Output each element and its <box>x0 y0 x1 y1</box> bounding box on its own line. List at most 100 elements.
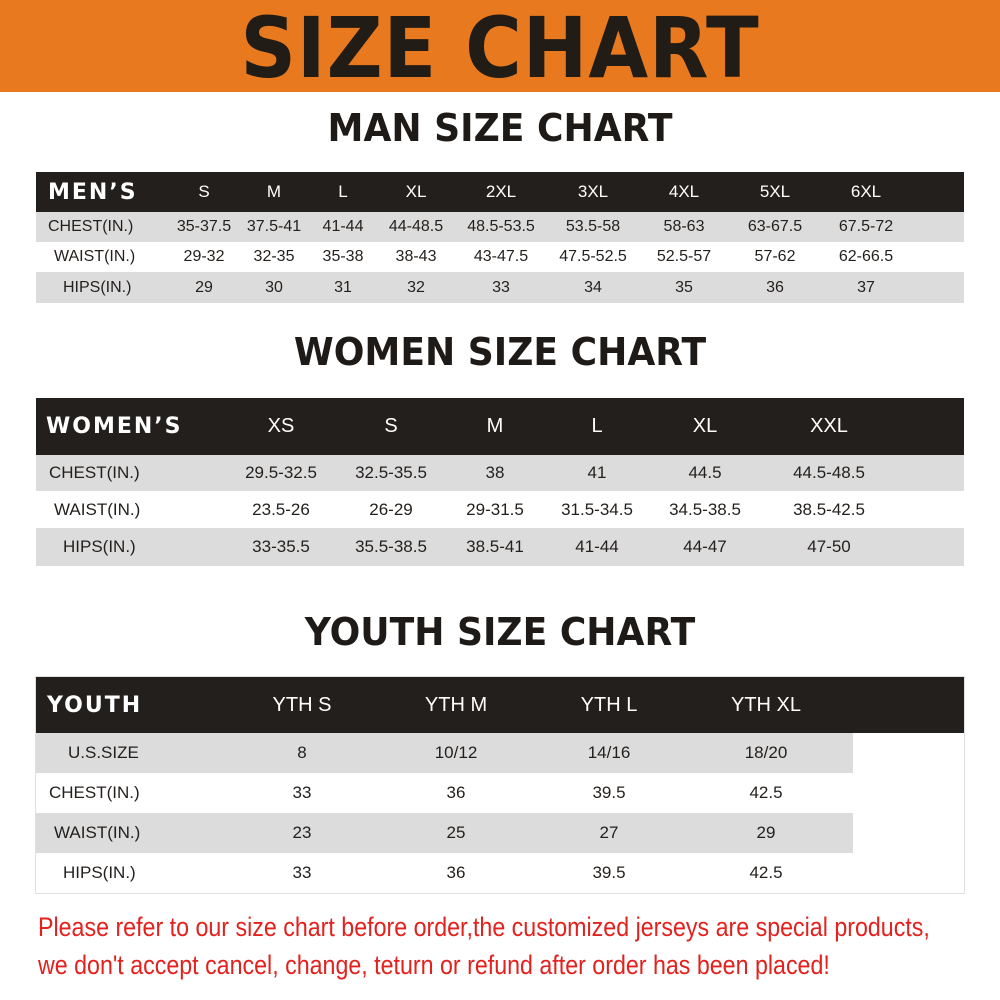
men-size-table: MEN’S S M L XL 2XL 3XL 4XL 5XL 6XL CHEST(IN.) 35-37… <box>36 172 964 303</box>
men-size-header: 3XL <box>577 182 609 201</box>
youth-size-header: YTH XL <box>730 693 802 716</box>
women-cell-value: 38 <box>485 463 505 482</box>
youth-table-row: U.S.SIZE 8 10/12 14/16 18/20 <box>36 733 964 773</box>
women-header-row: WOMEN’S XS S M L XL XXL <box>36 398 964 455</box>
women-cell-value: 29-31.5 <box>466 499 524 519</box>
men-section-title: MAN SIZE CHART <box>327 106 673 150</box>
youth-cell-value: 42.5 <box>749 863 783 882</box>
women-size-table: WOMEN’S XS S M L XL XXL CHEST(IN.) 29.5-32.5 32.5… <box>36 398 964 566</box>
men-table-row: HIPS(IN.) 29 30 31 32 33 34 35 36 37 <box>36 272 964 303</box>
women-cell-value: 26-29 <box>369 499 413 519</box>
men-table-row: WAIST(IN.) 29-32 32-35 35-38 38-43 43-47.5 47.… <box>36 242 964 272</box>
banner-title: SIZE CHART <box>240 0 760 97</box>
men-size-header: 5XL <box>759 182 791 201</box>
women-size-header: XXL <box>810 415 848 437</box>
women-cell-value: 35.5-38.5 <box>355 537 427 556</box>
men-cell-value: 47.5-52.5 <box>559 248 627 265</box>
women-row-background <box>36 455 964 491</box>
women-table-row: HIPS(IN.) 33-35.5 35.5-38.5 38.5-41 41-44 44-… <box>36 528 964 566</box>
women-size-header: XS <box>267 415 295 437</box>
youth-cell-value: 23 <box>292 823 312 842</box>
women-table-row: CHEST(IN.) 29.5-32.5 32.5-35.5 38 41 44.5 44.5… <box>36 455 964 491</box>
women-header-label: WOMEN’S <box>46 414 183 439</box>
women-cell-value: 41 <box>587 463 607 482</box>
men-cell-value: 41-44 <box>322 218 364 235</box>
youth-cell-value: 27 <box>599 823 619 842</box>
youth-cell-value: 25 <box>446 823 466 842</box>
women-row-label: WAIST(IN.) <box>54 499 141 519</box>
men-cell-value: 53.5-58 <box>565 218 621 235</box>
men-cell-value: 35-37.5 <box>176 218 232 235</box>
men-cell-value: 44-48.5 <box>388 218 444 235</box>
women-cell-value: 34.5-38.5 <box>669 499 741 519</box>
youth-size-header: YTH M <box>424 693 488 716</box>
men-size-header: S <box>198 182 210 201</box>
women-cell-value: 38.5-41 <box>466 537 524 556</box>
men-size-header: L <box>338 182 348 201</box>
youth-row-label: HIPS(IN.) <box>63 863 136 882</box>
banner: SIZE CHART <box>0 0 1000 97</box>
men-cell-value: 38-43 <box>395 248 437 265</box>
men-cell-value: 37 <box>857 278 875 296</box>
youth-size-header: YTH S <box>272 693 332 716</box>
men-cell-value: 58-63 <box>663 218 705 235</box>
men-size-header: 2XL <box>485 182 517 201</box>
men-row-background <box>36 212 964 242</box>
men-row-label: CHEST(IN.) <box>48 218 134 235</box>
men-cell-value: 31 <box>334 278 352 296</box>
women-cell-value: 44-47 <box>683 537 727 556</box>
women-row-background <box>36 528 964 566</box>
women-size-header: XL <box>692 415 718 437</box>
men-size-header: 4XL <box>668 182 700 201</box>
youth-header-label: YOUTH <box>47 692 143 718</box>
women-size-header: L <box>591 415 603 437</box>
men-cell-value: 36 <box>766 278 784 296</box>
youth-size-table: YOUTH YTH S YTH M YTH L YTH XL U.S.SIZE 8 10/12… <box>35 676 965 894</box>
men-cell-value: 29 <box>195 278 213 296</box>
men-cell-value: 63-67.5 <box>747 218 803 235</box>
notice-line-2: we don't accept cancel, change, teturn o… <box>38 950 830 980</box>
youth-cell-value: 33 <box>292 783 312 802</box>
youth-cell-value: 14/16 <box>587 743 631 762</box>
men-cell-value: 35-38 <box>322 248 364 265</box>
youth-row-background <box>36 733 853 773</box>
women-cell-value: 38.5-42.5 <box>793 499 865 519</box>
women-row-label: CHEST(IN.) <box>49 463 140 482</box>
youth-cell-value: 10/12 <box>434 743 478 762</box>
women-cell-value: 41-44 <box>575 537 619 556</box>
men-size-header: XL <box>405 182 427 201</box>
youth-cell-value: 39.5 <box>592 863 626 882</box>
youth-size-header: YTH L <box>580 693 638 716</box>
men-cell-value: 57-62 <box>754 248 796 265</box>
men-cell-value: 35 <box>675 278 693 296</box>
women-row-label: HIPS(IN.) <box>63 537 136 556</box>
men-size-header: 6XL <box>850 182 882 201</box>
women-table-row: WAIST(IN.) 23.5-26 26-29 29-31.5 31.5-34.5 34… <box>36 491 964 528</box>
men-row-label: WAIST(IN.) <box>54 248 136 265</box>
youth-table-row: HIPS(IN.) 33 36 39.5 42.5 <box>36 853 964 893</box>
youth-cell-value: 18/20 <box>744 743 788 762</box>
men-cell-value: 67.5-72 <box>838 218 894 235</box>
women-cell-value: 33-35.5 <box>252 537 310 556</box>
women-size-header: S <box>384 415 398 437</box>
youth-cell-value: 42.5 <box>749 783 783 802</box>
women-cell-value: 32.5-35.5 <box>355 463 427 482</box>
youth-row-background <box>36 813 853 853</box>
women-cell-value: 44.5 <box>688 463 722 482</box>
men-cell-value: 29-32 <box>183 248 225 265</box>
men-header-row: MEN’S S M L XL 2XL 3XL 4XL 5XL 6XL <box>36 172 964 212</box>
men-row-label: HIPS(IN.) <box>63 278 132 296</box>
men-table-row: CHEST(IN.) 35-37.5 37.5-41 41-44 44-48.5 48.5… <box>36 212 964 242</box>
men-cell-value: 62-66.5 <box>838 248 894 265</box>
men-cell-value: 52.5-57 <box>656 248 712 265</box>
women-size-header: M <box>486 415 504 437</box>
men-cell-value: 33 <box>492 278 510 296</box>
men-cell-value: 32-35 <box>253 248 295 265</box>
men-size-header: M <box>266 182 282 201</box>
women-cell-value: 23.5-26 <box>252 499 310 519</box>
youth-section-title: YOUTH SIZE CHART <box>304 610 696 654</box>
women-section-title: WOMEN SIZE CHART <box>293 330 707 374</box>
men-cell-value: 37.5-41 <box>246 218 302 235</box>
youth-cell-value: 36 <box>446 783 466 802</box>
youth-cell-value: 8 <box>297 743 307 762</box>
